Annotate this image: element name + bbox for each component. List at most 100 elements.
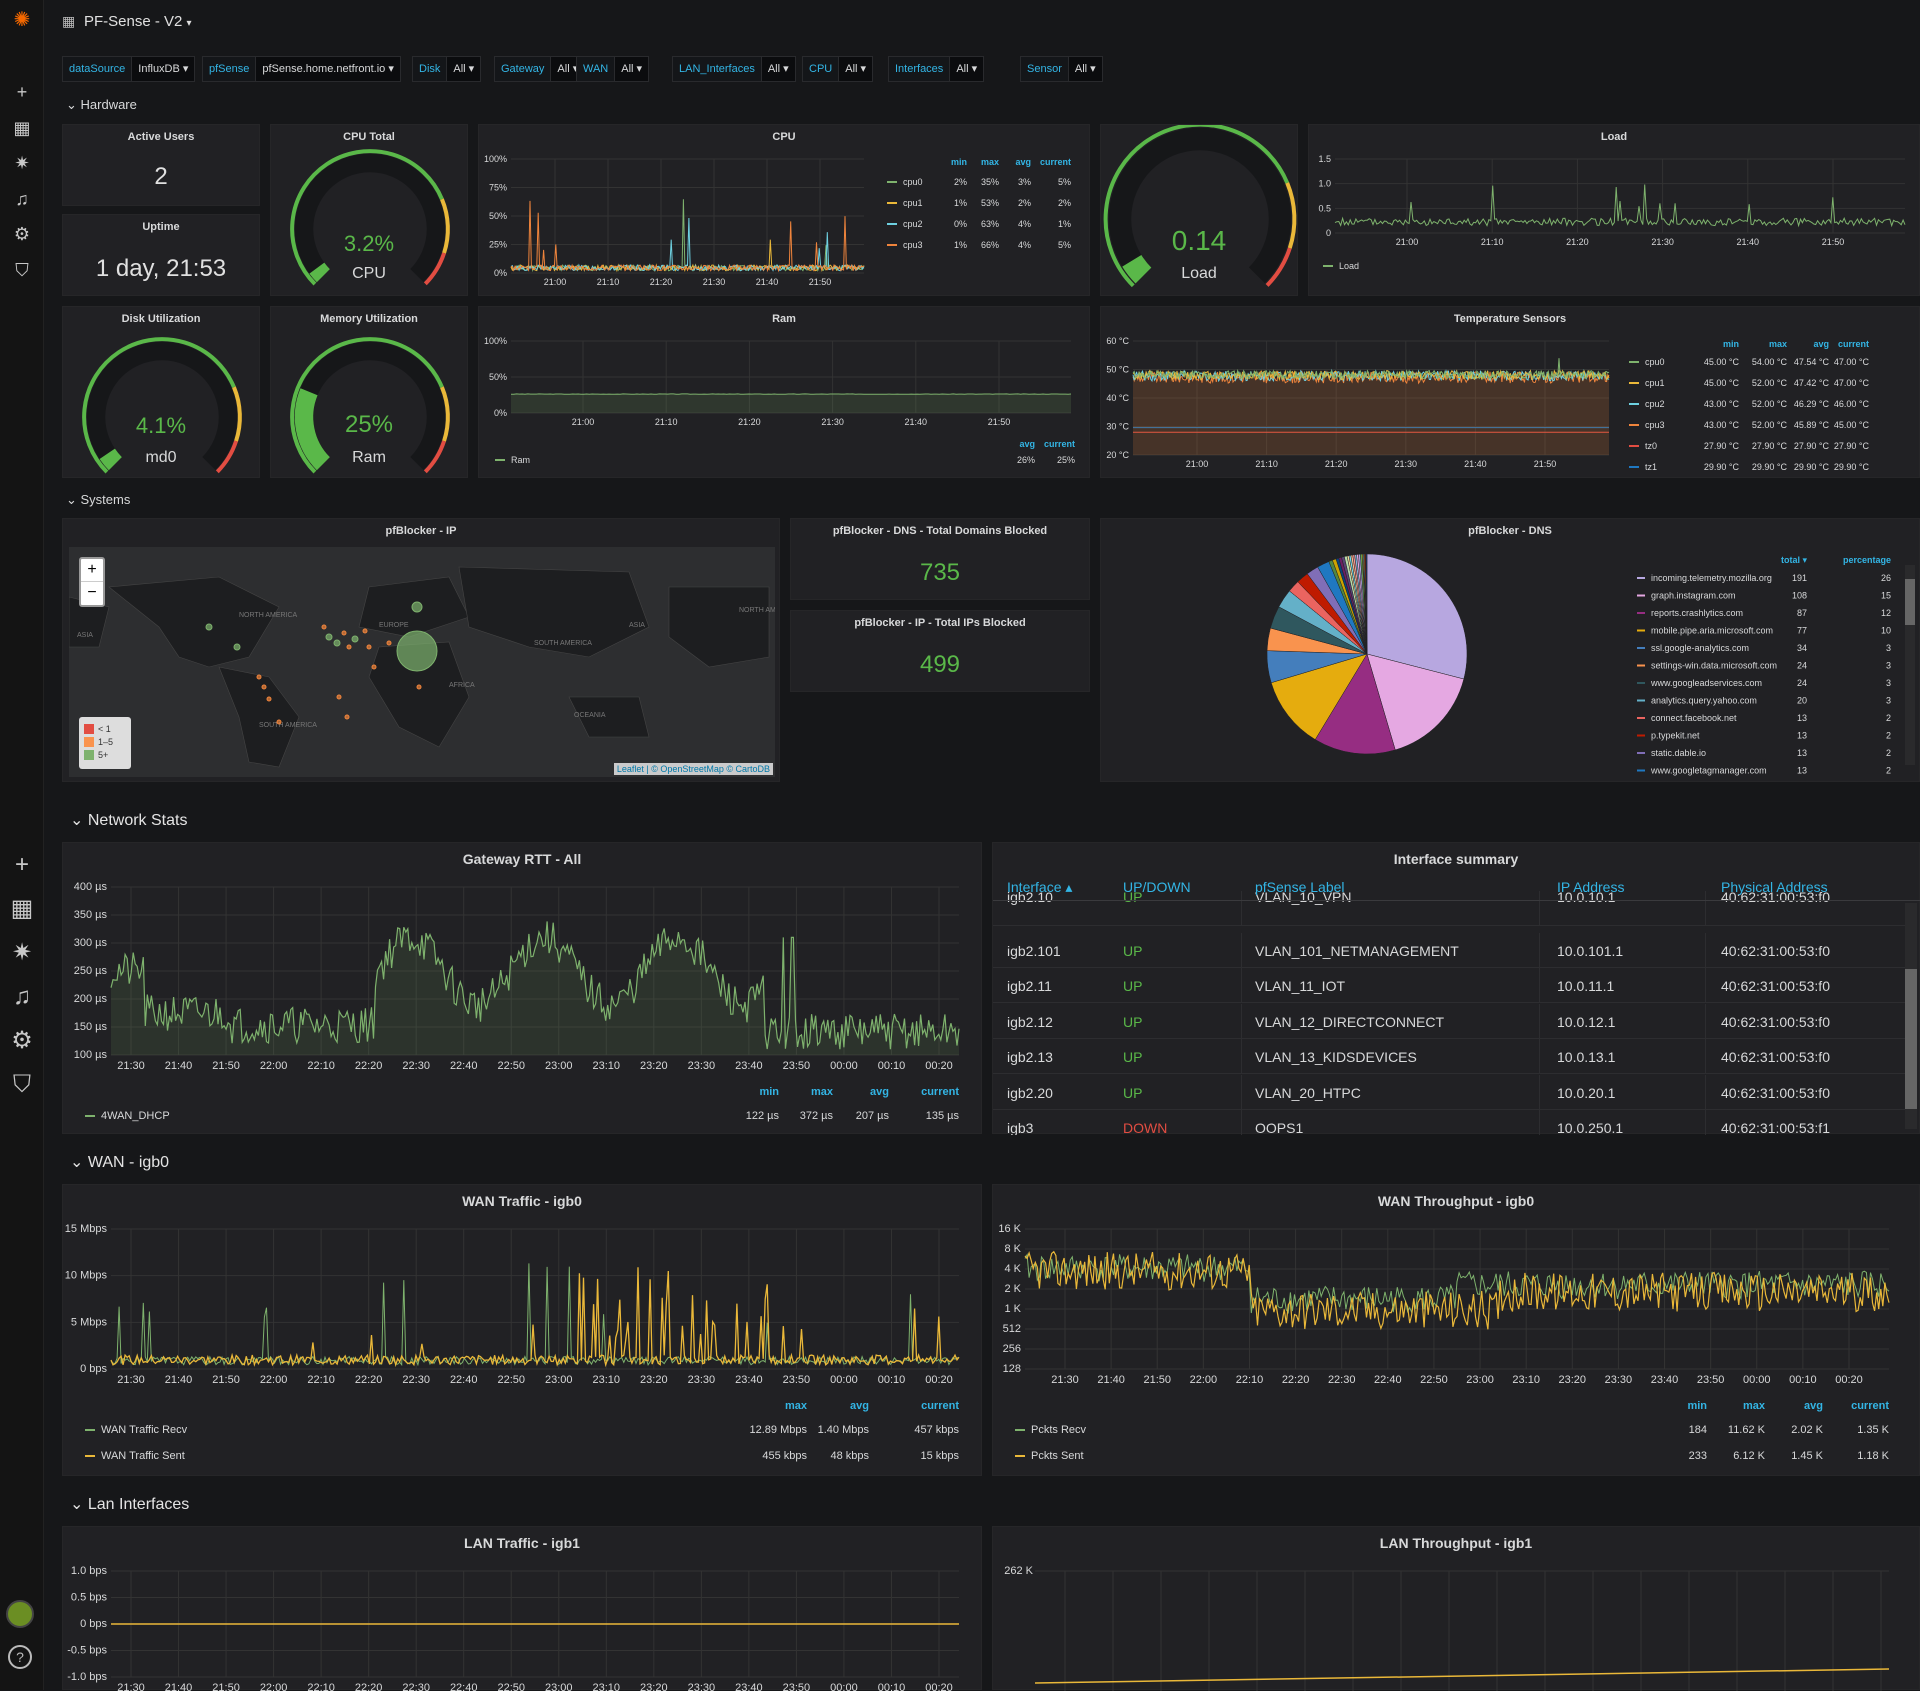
- map-ip-marker[interactable]: [322, 625, 326, 629]
- legend-series-name[interactable]: cpu0: [1645, 357, 1665, 367]
- variable-value[interactable]: InfluxDB ▾: [132, 56, 195, 82]
- variable-value[interactable]: All ▾: [1069, 56, 1103, 82]
- grafana-logo-icon[interactable]: ✺: [12, 10, 32, 30]
- gear-icon-large[interactable]: ⚙: [7, 1026, 37, 1056]
- shield-icon[interactable]: ⛉: [12, 260, 32, 280]
- legend-series-name[interactable]: static.dable.io: [1651, 748, 1706, 758]
- zoom-in-button[interactable]: +: [81, 559, 103, 582]
- legend-series-name[interactable]: 4WAN_DHCP: [101, 1110, 170, 1122]
- table-scrollbar[interactable]: [1905, 903, 1917, 1129]
- legend-series-name[interactable]: cpu3: [1645, 420, 1665, 430]
- legend-header[interactable]: total ▾: [1781, 555, 1807, 565]
- column-header[interactable]: UP/DOWN: [1123, 879, 1191, 895]
- variable-value[interactable]: All ▾: [839, 56, 873, 82]
- variable-value[interactable]: All ▾: [950, 56, 984, 82]
- legend-series-name[interactable]: cpu2: [903, 219, 923, 229]
- legend-series-name[interactable]: graph.instagram.com: [1651, 591, 1736, 601]
- map-ip-marker[interactable]: [417, 685, 421, 689]
- variable-value[interactable]: All ▾: [447, 56, 481, 82]
- dashboards-icon-large[interactable]: ▦: [7, 894, 37, 924]
- row-wan[interactable]: ⌄ WAN - igb0: [70, 1152, 169, 1172]
- column-header[interactable]: Interface ▴: [1007, 879, 1072, 896]
- legend-series-name[interactable]: analytics.query.yahoo.com: [1651, 696, 1757, 706]
- map-ip-marker[interactable]: [412, 602, 422, 612]
- column-header[interactable]: pfSense Label: [1255, 879, 1345, 895]
- legend-series-name[interactable]: Pckts Sent: [1031, 1450, 1084, 1462]
- map-ip-marker[interactable]: [337, 695, 341, 699]
- legend-series-name[interactable]: cpu2: [1645, 399, 1665, 409]
- legend-series-name[interactable]: cpu0: [903, 177, 923, 187]
- legend-series-name[interactable]: Ram: [511, 455, 530, 465]
- map-ip-marker[interactable]: [326, 634, 332, 640]
- map-ip-marker[interactable]: [387, 641, 391, 645]
- legend-series-name[interactable]: mobile.pipe.aria.microsoft.com: [1651, 626, 1773, 636]
- map-ip-marker[interactable]: [206, 624, 212, 630]
- legend-series-name[interactable]: cpu1: [1645, 378, 1665, 388]
- map-ip-marker[interactable]: [257, 675, 261, 679]
- alerting-icon-large[interactable]: ♫: [7, 982, 37, 1012]
- row-hardware[interactable]: ⌄ Hardware: [66, 97, 137, 113]
- map-attribution[interactable]: Leaflet | © OpenStreetMap © CartoDB: [614, 763, 773, 775]
- variable-value[interactable]: pfSense.home.netfront.io ▾: [256, 56, 401, 82]
- shield-icon-large[interactable]: ⛉: [7, 1070, 37, 1100]
- map-ip-marker[interactable]: [372, 665, 376, 669]
- legend-series-name[interactable]: cpu3: [903, 240, 923, 250]
- legend-series-name[interactable]: www.googletagmanager.com: [1650, 766, 1767, 776]
- legend-series-name[interactable]: incoming.telemetry.mozilla.org: [1651, 573, 1772, 583]
- explore-icon[interactable]: ✷: [12, 153, 32, 173]
- legend-series-name[interactable]: connect.facebook.net: [1651, 713, 1737, 723]
- variable-value[interactable]: All ▾: [615, 56, 649, 82]
- legend-series-name[interactable]: reports.crashlytics.com: [1651, 608, 1743, 618]
- legend-series-name[interactable]: tz1: [1645, 462, 1657, 472]
- legend-series-name[interactable]: tz0: [1645, 441, 1657, 451]
- legend-series-name[interactable]: cpu1: [903, 198, 923, 208]
- map-ip-marker[interactable]: [334, 640, 340, 646]
- dashboards-icon[interactable]: ▦: [12, 118, 32, 138]
- legend-series-name[interactable]: p.typekit.net: [1651, 731, 1700, 741]
- row-lan[interactable]: ⌄ Lan Interfaces: [70, 1494, 189, 1514]
- map-ip-marker[interactable]: [352, 636, 358, 642]
- map-ip-marker[interactable]: [397, 631, 437, 671]
- pie-legend-scrollbar[interactable]: [1905, 565, 1915, 765]
- legend-series-name[interactable]: WAN Traffic Sent: [101, 1450, 185, 1462]
- legend-series-name[interactable]: ssl.google-analytics.com: [1651, 643, 1749, 653]
- avatar[interactable]: [6, 1600, 34, 1628]
- map-ip-marker[interactable]: [367, 645, 371, 649]
- explore-icon-large[interactable]: ✷: [7, 938, 37, 968]
- map-ip-marker[interactable]: [234, 644, 240, 650]
- map-ip-marker[interactable]: [347, 645, 351, 649]
- legend-series-name[interactable]: WAN Traffic Recv: [101, 1424, 188, 1436]
- legend-series-name[interactable]: settings-win.data.microsoft.com: [1651, 661, 1777, 671]
- zoom-out-button[interactable]: −: [81, 582, 103, 605]
- row-systems[interactable]: ⌄ Systems: [66, 492, 130, 508]
- map-ip-marker[interactable]: [345, 715, 349, 719]
- gear-icon[interactable]: ⚙: [12, 224, 32, 244]
- map-ip-marker[interactable]: [262, 685, 266, 689]
- column-header[interactable]: IP Address: [1557, 879, 1624, 895]
- map-ip-marker[interactable]: [342, 631, 346, 635]
- row-network-stats[interactable]: ⌄ Network Stats: [70, 810, 187, 830]
- alerting-icon[interactable]: ♫: [12, 189, 32, 209]
- map-ip-marker[interactable]: [363, 629, 367, 633]
- help-icon[interactable]: ?: [8, 1645, 32, 1669]
- map-ip-marker[interactable]: [267, 697, 271, 701]
- legend-series-name[interactable]: www.googleadservices.com: [1650, 678, 1762, 688]
- variable-value[interactable]: All ▾: [762, 56, 796, 82]
- plus-icon-large[interactable]: +: [7, 850, 37, 880]
- dashboard-title[interactable]: PF-Sense - V2 ▾: [84, 13, 192, 30]
